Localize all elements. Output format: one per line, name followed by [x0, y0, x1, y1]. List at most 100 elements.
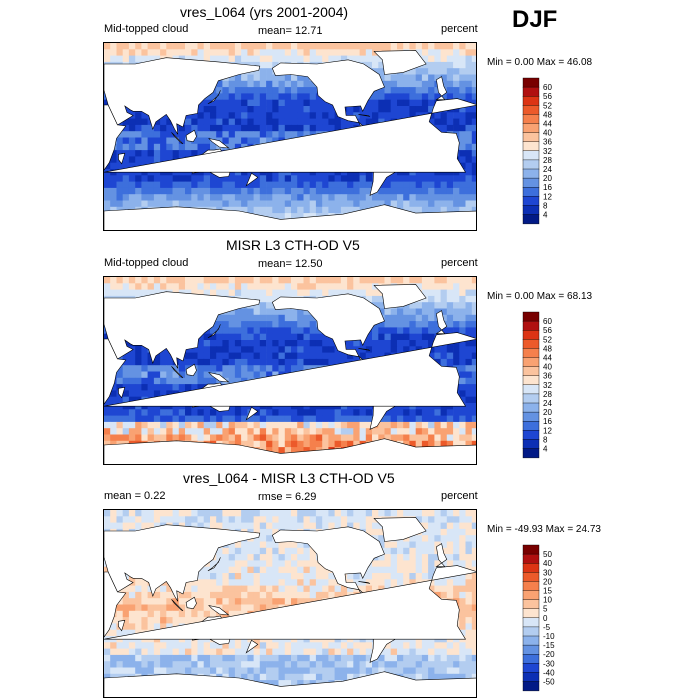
panel-1-title: vres_L064 (yrs 2001-2004) [180, 4, 349, 20]
colorbar-swatch [522, 366, 540, 377]
panel-2-map [103, 276, 477, 465]
colorbar-label: 16 [543, 183, 552, 192]
continent-outline [208, 372, 230, 383]
colorbar-swatch [522, 339, 540, 349]
panel-2-colorbar: 60 56 52 48 44 40 36 32 28 24 20 16 12 8 4 [522, 311, 583, 462]
colorbar-label: 44 [543, 354, 552, 363]
panel-1-variable: Mid-topped cloud [104, 23, 189, 35]
colorbar-swatch [522, 420, 540, 431]
colorbar-swatch [522, 411, 540, 422]
colorbar-label: 16 [543, 417, 552, 426]
panel-2-title: MISR L3 CTH-OD V5 [226, 237, 360, 253]
colorbar-label: 8 [543, 201, 548, 210]
continent-outline [358, 114, 371, 117]
colorbar-label: 48 [543, 110, 552, 119]
colorbar-label: 40 [543, 559, 552, 568]
colorbar-label: -5 [543, 623, 551, 632]
colorbar-swatch [522, 439, 540, 450]
continent-outline [104, 57, 261, 135]
continent-outline [185, 596, 197, 610]
colorbar-swatch [522, 320, 540, 331]
colorbar-label: 24 [543, 165, 552, 174]
panel-2-minmax: Min = 0.00 Max = 68.13 [487, 291, 593, 302]
colorbar-label: 0 [543, 614, 548, 623]
panel-2-map-svg [104, 277, 476, 464]
colorbar-swatch [522, 663, 540, 673]
colorbar-label: 8 [543, 435, 548, 444]
colorbar-label: 60 [543, 317, 552, 326]
continent-outline [104, 671, 476, 697]
continent-outline [118, 386, 126, 399]
panel-3-title: vres_L064 - MISR L3 CTH-OD V5 [183, 470, 395, 486]
colorbar-label: 28 [543, 156, 552, 165]
colorbar-swatch [522, 168, 540, 179]
panel-1-minmax: Min = 0.00 Max = 46.08 [487, 57, 593, 68]
panel-3-mean: mean = 0.22 [104, 490, 166, 502]
continent-outline [104, 98, 476, 173]
panel-3-units: percent [441, 490, 478, 502]
continent-outline [373, 50, 427, 75]
colorbar-label: 48 [543, 344, 552, 353]
continent-outline [373, 284, 427, 309]
season-label: DJF [512, 6, 558, 33]
colorbar-swatch [522, 214, 540, 225]
continent-outline [435, 543, 448, 567]
colorbar-swatch [522, 132, 540, 143]
colorbar-swatch [522, 105, 540, 115]
colorbar-label: 40 [543, 129, 552, 138]
continent-outline [373, 517, 427, 542]
colorbar-swatch [522, 563, 540, 573]
continent-outline [104, 291, 261, 369]
continent-outline [435, 310, 448, 334]
continent-outline [118, 152, 126, 165]
colorbar-swatch [522, 96, 540, 106]
colorbar-label: 20 [543, 408, 552, 417]
colorbar-swatch [522, 653, 540, 664]
colorbar-swatch [522, 330, 540, 340]
colorbar-swatch [522, 402, 540, 413]
continent-outline [271, 526, 385, 597]
colorbar-swatch [522, 86, 540, 97]
panel-2-units: percent [441, 257, 478, 269]
panel-1-map [103, 42, 477, 231]
colorbar-swatch [522, 384, 540, 395]
colorbar-swatch [522, 672, 540, 683]
colorbar-label: 20 [543, 174, 552, 183]
colorbar-swatch [522, 553, 540, 564]
colorbar-swatch [522, 572, 540, 582]
colorbar-label: -15 [543, 641, 555, 650]
colorbar-label: 44 [543, 120, 552, 129]
colorbar-swatch [522, 196, 540, 206]
colorbar-swatch [522, 159, 540, 170]
colorbar-swatch [522, 141, 540, 152]
panel-3-colorbar: 50 40 30 20 15 10 5 0 -5 -10 -15 -20 -30 -40 -50 [522, 544, 583, 695]
continent-outline [208, 138, 230, 149]
colorbar-swatch [522, 348, 540, 359]
colorbar-label: 50 [543, 550, 552, 559]
colorbar-swatch [522, 608, 540, 619]
colorbar-label: 60 [543, 83, 552, 92]
colorbar-label: -30 [543, 659, 555, 668]
colorbar-label: 56 [543, 326, 552, 335]
continent-outline [185, 129, 197, 143]
continent-outline [207, 557, 221, 572]
continent-outline [207, 324, 221, 339]
continent-outline [185, 363, 197, 377]
colorbar-label: -10 [543, 632, 555, 641]
continent-outline [104, 565, 476, 640]
colorbar-swatch [522, 617, 540, 628]
colorbar-label: 30 [543, 568, 552, 577]
colorbar-label: 28 [543, 390, 552, 399]
colorbar-label: -50 [543, 678, 555, 687]
colorbar-label: 52 [543, 335, 552, 344]
continent-outline [358, 348, 371, 351]
colorbar-swatch [522, 150, 540, 161]
continent-outline [271, 293, 385, 364]
colorbar-label: 24 [543, 399, 552, 408]
continent-outline [358, 581, 371, 584]
colorbar-swatch [522, 177, 540, 188]
panel-1-units: percent [441, 23, 478, 35]
continent-outline [435, 76, 448, 100]
panel-1-mean: mean= 12.71 [258, 25, 323, 37]
continent-outline [104, 332, 476, 407]
